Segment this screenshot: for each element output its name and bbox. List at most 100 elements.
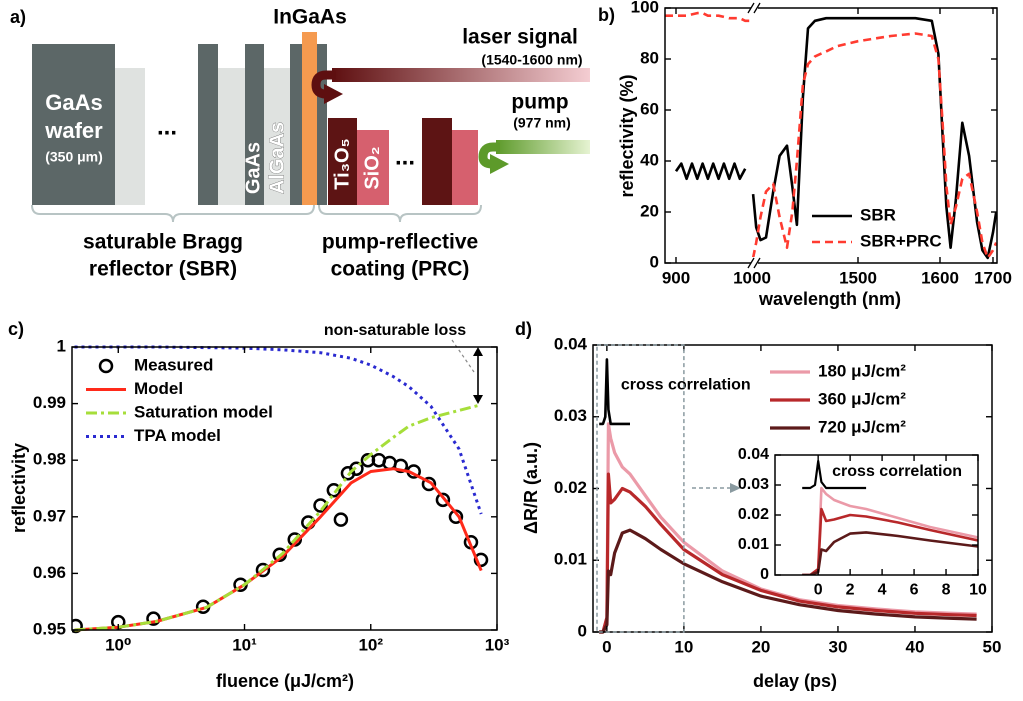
panel-label: a) <box>10 7 26 27</box>
x-axis-title: wavelength (nm) <box>758 289 901 309</box>
y-tick-label: 1 <box>57 336 66 355</box>
light-layer <box>218 68 245 205</box>
x-tick-label: 6 <box>910 581 919 598</box>
y-tick-label: 0.03 <box>738 476 769 493</box>
legend: SBR SBR+PRC <box>812 205 942 250</box>
legend-label: Model <box>134 379 183 398</box>
y-tick-label: 0.99 <box>33 393 66 412</box>
data-point <box>349 461 364 476</box>
x-tick-label: 1500 <box>839 269 877 288</box>
x-tick-label: 1000 <box>733 269 771 288</box>
x-tick-label: 0 <box>814 581 823 598</box>
loss-marker <box>451 339 483 404</box>
data-point <box>146 611 161 626</box>
x-tick-label: 1700 <box>974 269 1012 288</box>
y-tick-label: 0.03 <box>554 406 587 425</box>
x-tick-label: 10⁰ <box>105 636 131 655</box>
series-line <box>665 11 997 260</box>
axis-break-gap <box>751 2 758 14</box>
x-tick-label: 40 <box>906 638 925 657</box>
axis-break <box>753 257 761 269</box>
legend-label: SBR <box>860 205 896 224</box>
zoom-arrowhead <box>730 483 741 493</box>
section-label: saturable Bragg <box>83 231 243 254</box>
ti3o5-layer <box>422 118 452 205</box>
panel-label: c) <box>8 319 24 339</box>
data-point <box>333 512 349 527</box>
zoom-box <box>596 344 685 633</box>
inset: 0 2 4 6 8 10 0 0.01 0.02 0.03 0.04 cross correlatio… <box>738 446 987 598</box>
plot-frame <box>71 346 498 631</box>
x-tick-label: 50 <box>983 638 1002 657</box>
y-tick-label: 0.02 <box>554 478 587 497</box>
prc-bracket <box>318 204 482 223</box>
section-label: reflector (SBR) <box>89 258 237 281</box>
gaas-layer <box>245 44 264 205</box>
dark-layer <box>198 44 218 205</box>
legend-label: 720 μJ/cm² <box>818 417 906 436</box>
layer-label: AlGaAs <box>266 122 288 194</box>
wafer-label: GaAs <box>45 90 102 115</box>
x-tick-label: 10 <box>969 581 987 598</box>
ellipsis: ... <box>395 143 415 170</box>
series-line <box>74 345 483 515</box>
panel-label: d) <box>515 319 532 339</box>
laser-label: laser signal <box>462 26 578 49</box>
y-tick-label: 20 <box>640 201 659 220</box>
legend: Measured Model Saturation model TPA model <box>86 355 273 445</box>
series-line <box>802 507 978 575</box>
laser-arrow <box>311 70 336 99</box>
section-label: pump-reflective <box>322 231 478 254</box>
layer-label: SiO₂ <box>361 146 383 189</box>
x-tick-label: 900 <box>662 269 690 288</box>
y-tick-label: 40 <box>640 150 659 169</box>
wafer-layer <box>32 44 115 205</box>
y-axis-title: reflectivity <box>9 443 29 533</box>
x-tick-label: 10³ <box>485 636 510 655</box>
series-line <box>599 528 977 634</box>
y-axis-title: reflectivity (%) <box>617 74 637 197</box>
legend-label: SBR+PRC <box>860 231 942 250</box>
x-axis-title: fluence (μJ/cm²) <box>216 671 354 691</box>
y-tick-label: 60 <box>640 99 659 118</box>
data-point <box>435 492 451 508</box>
plot-area <box>665 11 997 260</box>
inset-plot <box>802 459 978 575</box>
ellipsis: ... <box>157 113 177 140</box>
x-tick-label: 20 <box>751 638 770 657</box>
wafer-label: wafer <box>44 118 103 143</box>
series-line <box>599 472 977 634</box>
y-tick-label: 100 <box>631 0 659 16</box>
laser-arrowhead <box>324 84 343 104</box>
laser-beam <box>332 68 590 82</box>
ingaas-label: InGaAs <box>273 6 347 29</box>
y-tick-label: 0 <box>650 252 659 271</box>
series-line <box>674 16 997 260</box>
x-tick-label: 30 <box>828 638 847 657</box>
y-tick-label: 0.97 <box>33 506 66 525</box>
x-tick-label: 2 <box>846 581 855 598</box>
series-line <box>74 403 482 632</box>
ti3o5-layer <box>328 118 357 205</box>
dark-layer <box>317 44 327 205</box>
pump-range: (977 nm) <box>513 115 571 131</box>
leader-line <box>451 339 475 373</box>
inset-trace-label: cross correlation <box>832 463 962 480</box>
series-line <box>802 459 867 490</box>
x-axis-title: delay (ps) <box>753 671 837 691</box>
sio2-layer <box>357 130 389 205</box>
plot-area <box>599 358 977 634</box>
x-tick-label: 4 <box>878 581 887 598</box>
section-label: coating (PRC) <box>331 258 470 281</box>
light-layer <box>115 68 145 205</box>
x-tick-label: 10² <box>358 636 383 655</box>
x-tick-label: 10 <box>674 638 693 657</box>
dark-layer <box>290 44 302 205</box>
sio2-layer <box>452 130 478 205</box>
inset-background <box>775 455 978 575</box>
legend-label: Saturation model <box>134 402 273 421</box>
legend-label: 180 μJ/cm² <box>818 361 906 380</box>
